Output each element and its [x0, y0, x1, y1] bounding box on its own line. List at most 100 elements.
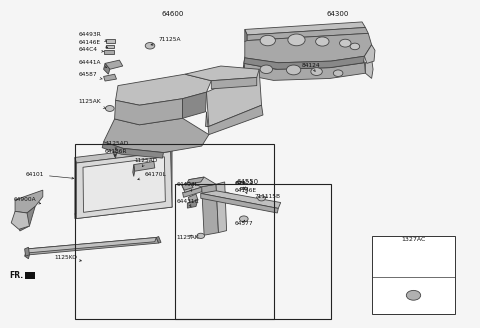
Text: 64577: 64577 — [234, 220, 253, 226]
Text: 644C4: 644C4 — [234, 181, 253, 189]
Polygon shape — [115, 99, 182, 125]
Polygon shape — [115, 145, 131, 153]
Text: 1125AK: 1125AK — [78, 99, 106, 109]
Polygon shape — [15, 190, 43, 213]
Polygon shape — [245, 33, 372, 63]
Polygon shape — [170, 146, 172, 207]
Polygon shape — [104, 63, 110, 74]
Circle shape — [145, 43, 155, 49]
Polygon shape — [244, 63, 365, 80]
Polygon shape — [114, 148, 117, 158]
Text: 1125KO: 1125KO — [54, 255, 82, 261]
Bar — [106, 45, 114, 48]
Text: 64587: 64587 — [78, 72, 102, 79]
Polygon shape — [102, 142, 163, 158]
Bar — [240, 187, 247, 190]
Text: 64441A: 64441A — [78, 60, 107, 68]
Bar — [104, 50, 114, 54]
Polygon shape — [27, 237, 158, 255]
Circle shape — [197, 233, 204, 238]
Text: 64146E: 64146E — [78, 40, 108, 48]
Polygon shape — [182, 181, 203, 193]
Polygon shape — [24, 249, 29, 259]
Polygon shape — [186, 177, 204, 184]
Polygon shape — [83, 157, 165, 212]
Polygon shape — [245, 22, 365, 35]
Polygon shape — [188, 194, 198, 203]
Polygon shape — [24, 247, 29, 256]
Polygon shape — [105, 60, 123, 69]
Polygon shape — [364, 45, 375, 63]
Polygon shape — [365, 59, 373, 78]
Text: 64170L: 64170L — [138, 172, 166, 180]
Bar — [372, 236, 456, 314]
Polygon shape — [75, 202, 172, 218]
Polygon shape — [75, 146, 172, 163]
Text: 1125AD: 1125AD — [135, 158, 158, 167]
Circle shape — [316, 37, 329, 46]
Polygon shape — [244, 54, 364, 69]
Bar — [106, 39, 115, 43]
Text: 71125A: 71125A — [151, 37, 181, 45]
Text: 1327AC: 1327AC — [401, 237, 425, 242]
Polygon shape — [27, 237, 156, 253]
Circle shape — [288, 34, 305, 46]
Text: 64186R: 64186R — [105, 149, 128, 156]
Polygon shape — [205, 105, 263, 134]
Polygon shape — [104, 118, 209, 153]
Polygon shape — [242, 63, 245, 79]
Polygon shape — [76, 152, 172, 218]
Polygon shape — [116, 74, 211, 105]
Text: 64493R: 64493R — [78, 32, 107, 41]
Text: 64101: 64101 — [25, 172, 74, 179]
Text: 64600: 64600 — [162, 11, 184, 17]
Circle shape — [333, 70, 343, 76]
Polygon shape — [201, 191, 281, 208]
Polygon shape — [15, 206, 35, 231]
Polygon shape — [133, 165, 135, 176]
Text: 711115B: 711115B — [254, 194, 280, 198]
Polygon shape — [244, 56, 364, 69]
Polygon shape — [134, 161, 155, 171]
Polygon shape — [189, 177, 216, 187]
Polygon shape — [11, 211, 29, 229]
Text: 64431C: 64431C — [177, 199, 200, 207]
Polygon shape — [185, 66, 259, 81]
Circle shape — [260, 65, 273, 73]
Text: 64146E: 64146E — [234, 188, 256, 194]
Circle shape — [240, 216, 248, 222]
Circle shape — [339, 39, 351, 47]
Text: 64550: 64550 — [236, 179, 258, 185]
Polygon shape — [247, 28, 368, 41]
Polygon shape — [218, 192, 266, 207]
Circle shape — [311, 68, 323, 75]
Polygon shape — [216, 182, 227, 233]
Text: 84124: 84124 — [301, 63, 320, 72]
Text: FR.: FR. — [9, 271, 24, 279]
Polygon shape — [202, 184, 218, 235]
Polygon shape — [201, 194, 278, 213]
Text: 64300: 64300 — [327, 11, 349, 17]
Polygon shape — [187, 200, 198, 208]
Circle shape — [287, 65, 301, 75]
Polygon shape — [75, 157, 76, 218]
Bar — [24, 272, 35, 279]
Circle shape — [350, 43, 360, 50]
Circle shape — [258, 196, 265, 201]
Text: 644C4: 644C4 — [78, 47, 104, 52]
Circle shape — [260, 35, 276, 46]
Polygon shape — [182, 92, 206, 118]
Polygon shape — [182, 187, 203, 197]
Text: 1125AD: 1125AD — [105, 141, 128, 149]
Text: 64900A: 64900A — [14, 197, 41, 204]
Polygon shape — [104, 74, 117, 81]
Bar — [236, 181, 244, 184]
Text: 64493L: 64493L — [177, 182, 199, 191]
Polygon shape — [211, 77, 257, 89]
Text: 1125AK: 1125AK — [177, 235, 200, 240]
Polygon shape — [245, 30, 247, 43]
Polygon shape — [206, 69, 262, 126]
Bar — [75, 144, 274, 319]
Polygon shape — [156, 236, 161, 243]
Polygon shape — [181, 182, 193, 190]
